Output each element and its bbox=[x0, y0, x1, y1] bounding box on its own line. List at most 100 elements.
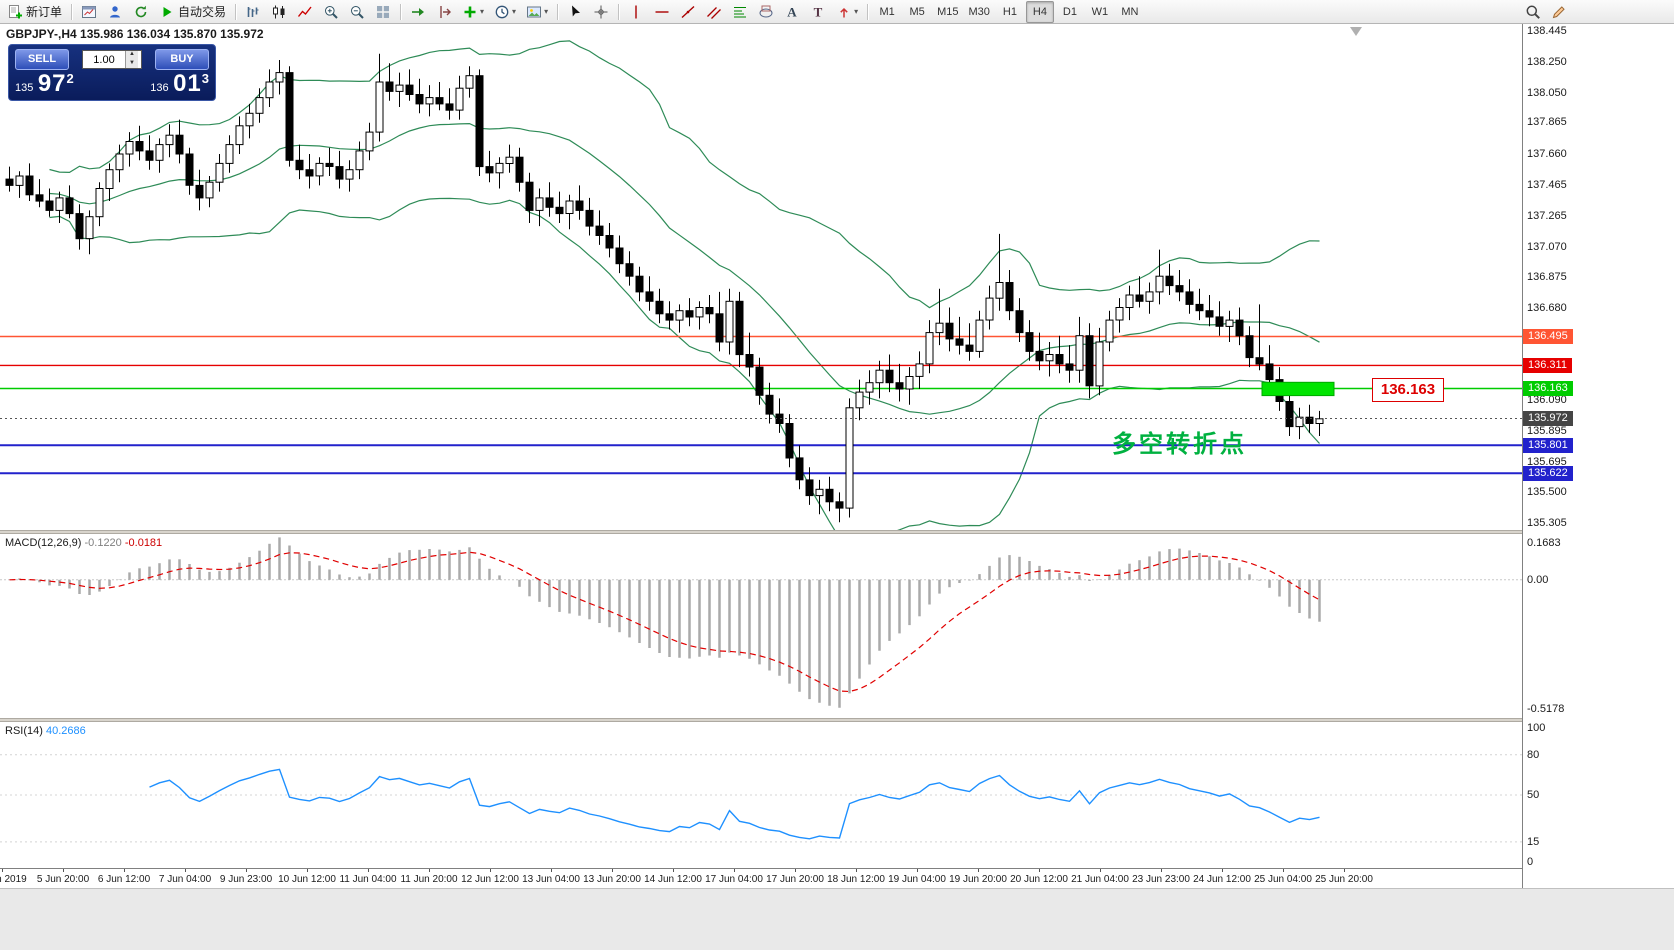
buy-button[interactable]: BUY bbox=[155, 49, 209, 70]
time-label: 14 Jun 12:00 bbox=[644, 874, 702, 885]
time-tick bbox=[429, 869, 430, 872]
rsi-label: RSI(14) 40.2686 bbox=[5, 725, 86, 737]
time-label: 25 Jun 20:00 bbox=[1315, 874, 1373, 885]
indicators-button[interactable]: ▾ bbox=[458, 1, 488, 23]
chart-shift-icon bbox=[440, 5, 452, 18]
crosshair-button[interactable] bbox=[589, 1, 613, 23]
price-badge: 136.163 bbox=[1523, 381, 1573, 396]
tile-windows-button[interactable] bbox=[371, 1, 395, 23]
cursor-button[interactable] bbox=[563, 1, 587, 23]
time-label: 21 Jun 04:00 bbox=[1071, 874, 1129, 885]
lot-size-input[interactable] bbox=[83, 51, 125, 68]
time-label: 20 Jun 12:00 bbox=[1010, 874, 1068, 885]
arrows-button[interactable]: ▾ bbox=[832, 1, 862, 23]
indicators-icon bbox=[464, 6, 476, 17]
new-chart-button[interactable] bbox=[77, 1, 101, 23]
price-tick: 137.660 bbox=[1527, 148, 1567, 160]
chevron-down-icon: ▾ bbox=[512, 7, 517, 16]
time-label: 23 Jun 23:00 bbox=[1132, 874, 1190, 885]
new-chart-icon bbox=[82, 5, 97, 18]
text-button[interactable]: A bbox=[780, 1, 804, 23]
time-label: 9 Jun 23:00 bbox=[219, 874, 273, 885]
lot-down-icon[interactable]: ▼ bbox=[126, 59, 138, 68]
price-axis[interactable]: 138.445 138.250 138.050 137.865 137.660 137.4… bbox=[1522, 24, 1674, 888]
toolbar: 新订单 自动交易 ▾ ▾ ▾ A T ▾ M1 M5 M15 M30 H1 H4 D1 W1 MN bbox=[0, 0, 1674, 24]
time-tick bbox=[1222, 869, 1223, 872]
horizontal-line-icon bbox=[655, 10, 669, 13]
price-tick: 136.090 bbox=[1527, 394, 1567, 406]
price-tick: 0.1683 bbox=[1527, 537, 1561, 549]
time-label: 19 Jun 20:00 bbox=[949, 874, 1007, 885]
periods-button[interactable]: ▾ bbox=[490, 1, 520, 23]
time-label: 6 Jun 12:00 bbox=[97, 874, 151, 885]
metaeditor-button[interactable] bbox=[1547, 1, 1571, 23]
price-tick: -0.5178 bbox=[1527, 703, 1565, 715]
refresh-button[interactable] bbox=[129, 1, 153, 23]
new-order-button[interactable]: 新订单 bbox=[3, 1, 66, 23]
timeframe-m30-button[interactable]: M30 bbox=[968, 5, 990, 18]
chevron-down-icon: ▾ bbox=[480, 7, 485, 16]
search-button[interactable] bbox=[1521, 1, 1545, 23]
timeframe-h4-button[interactable]: H4 bbox=[1025, 0, 1054, 23]
time-label: 17 Jun 04:00 bbox=[705, 874, 763, 885]
tile-windows-icon bbox=[377, 5, 390, 18]
shapes-button[interactable] bbox=[754, 1, 778, 23]
auto-trading-button[interactable]: 自动交易 bbox=[155, 1, 230, 23]
vertical-line-icon bbox=[635, 5, 637, 18]
chart-text-annotation[interactable]: 多空转折点 bbox=[1112, 431, 1247, 458]
macd-panel: MACD(12,26,9) -0.1220 -0.0181 bbox=[0, 534, 1522, 718]
time-tick bbox=[307, 869, 308, 872]
fibonacci-button[interactable] bbox=[728, 1, 752, 23]
main-chart-panel: GBPJPY-,H4 135.986 136.034 135.870 135.9… bbox=[0, 24, 1522, 530]
buy-price[interactable]: 136 013 bbox=[150, 70, 209, 97]
panel-splitter[interactable] bbox=[0, 718, 1522, 722]
line-chart-mode-icon bbox=[297, 6, 312, 17]
text-label-button[interactable]: T bbox=[806, 1, 830, 23]
zoom-out-button[interactable] bbox=[345, 1, 369, 23]
vertical-line-button[interactable] bbox=[624, 1, 648, 23]
sell-price[interactable]: 135 972 bbox=[15, 70, 74, 97]
toolbar-separator bbox=[400, 3, 402, 20]
price-level-label[interactable]: 136.163 bbox=[1372, 378, 1444, 402]
time-label: 17 Jun 20:00 bbox=[766, 874, 824, 885]
time-tick bbox=[490, 869, 491, 872]
candlestick-mode-button[interactable] bbox=[267, 1, 291, 23]
lot-up-icon[interactable]: ▲ bbox=[126, 51, 138, 60]
price-tick: 136.875 bbox=[1527, 271, 1567, 283]
toolbar-separator bbox=[867, 3, 869, 20]
templates-button[interactable]: ▾ bbox=[522, 1, 552, 23]
bar-chart-mode-button[interactable] bbox=[241, 1, 265, 23]
price-tick: 135.500 bbox=[1527, 486, 1567, 499]
macd-chart[interactable] bbox=[0, 534, 1522, 718]
macd-label: MACD(12,26,9) -0.1220 -0.0181 bbox=[5, 537, 163, 549]
chevron-down-icon: ▾ bbox=[544, 7, 549, 16]
price-tick: 137.865 bbox=[1527, 115, 1567, 128]
line-chart-mode-button[interactable] bbox=[293, 1, 317, 23]
time-tick bbox=[185, 869, 186, 872]
new-order-icon bbox=[9, 4, 22, 18]
equidistant-channel-button[interactable] bbox=[702, 1, 726, 23]
candlestick-chart[interactable] bbox=[0, 24, 1522, 530]
rsi-chart[interactable] bbox=[0, 722, 1522, 868]
panel-splitter[interactable] bbox=[0, 530, 1522, 534]
timeframe-h1-button[interactable]: H1 bbox=[1002, 5, 1017, 18]
timeframe-w1-button[interactable]: W1 bbox=[1091, 5, 1109, 18]
refresh-icon bbox=[135, 5, 147, 17]
horizontal-line-button[interactable] bbox=[650, 1, 674, 23]
timeframe-d1-button[interactable]: D1 bbox=[1062, 5, 1077, 18]
crosshair-icon bbox=[594, 5, 608, 18]
chart-shift-button[interactable] bbox=[432, 1, 456, 23]
auto-trading-label: 自动交易 bbox=[178, 5, 227, 19]
profiles-button[interactable] bbox=[103, 1, 127, 23]
timeframe-m15-button[interactable]: M15 bbox=[937, 5, 959, 18]
zoom-in-button[interactable] bbox=[319, 1, 343, 23]
trend-line-button[interactable] bbox=[676, 1, 700, 23]
timeframe-mn-button[interactable]: MN bbox=[1121, 5, 1139, 18]
svg-text:T: T bbox=[814, 4, 823, 19]
symbol-ohlc-header: GBPJPY-,H4 135.986 136.034 135.870 135.9… bbox=[6, 27, 264, 41]
time-axis[interactable]: 5 Jun 2019 5 Jun 20:00 6 Jun 12:00 7 Jun 04… bbox=[0, 868, 1522, 888]
auto-scroll-button[interactable] bbox=[406, 1, 430, 23]
sell-button[interactable]: SELL bbox=[15, 49, 69, 70]
timeframe-m5-button[interactable]: M5 bbox=[909, 5, 925, 18]
timeframe-m1-button[interactable]: M1 bbox=[879, 5, 895, 18]
